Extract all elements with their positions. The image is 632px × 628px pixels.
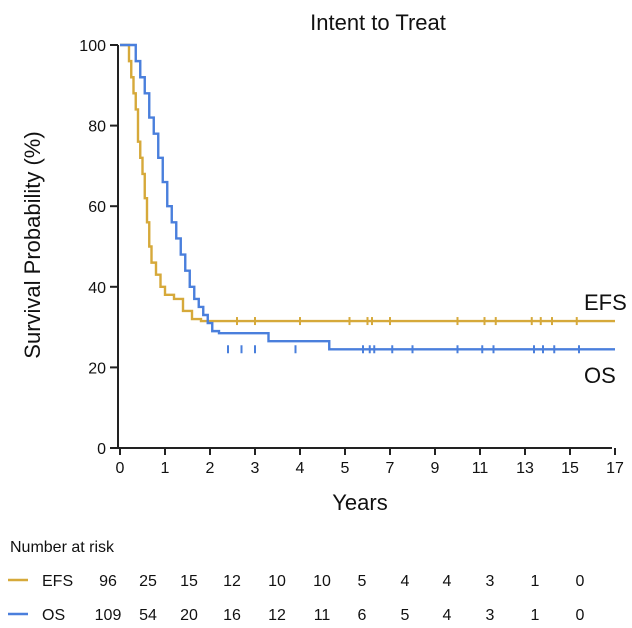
x-tick-label: 17 <box>606 460 624 477</box>
curve-os <box>120 43 615 351</box>
x-tick-label: 0 <box>116 460 125 477</box>
risk-value: 10 <box>313 573 331 590</box>
x-tick-label: 4 <box>296 460 305 477</box>
x-tick-label: 7 <box>386 460 395 477</box>
risk-value: 6 <box>358 607 367 624</box>
chart-title: Intent to Treat <box>310 10 446 35</box>
risk-row-name: EFS <box>42 573 73 590</box>
y-tick-label: 60 <box>88 199 106 216</box>
risk-value: 4 <box>443 573 452 590</box>
y-tick-label: 100 <box>79 38 106 55</box>
y-tick-label: 40 <box>88 280 106 297</box>
risk-value: 0 <box>576 607 585 624</box>
x-tick-label: 15 <box>561 460 579 477</box>
risk-value: 109 <box>95 607 122 624</box>
risk-value: 96 <box>99 573 117 590</box>
x-tick-label: 2 <box>206 460 215 477</box>
y-tick-label: 20 <box>88 360 106 377</box>
y-axis-title: Survival Probability (%) <box>20 131 45 358</box>
risk-value: 20 <box>180 607 198 624</box>
risk-value: 12 <box>268 607 286 624</box>
x-tick-label: 5 <box>341 460 350 477</box>
y-tick-label: 0 <box>97 441 106 458</box>
risk-value: 5 <box>358 573 367 590</box>
risk-value: 1 <box>531 573 540 590</box>
risk-value: 25 <box>139 573 157 590</box>
risk-row-name: OS <box>42 607 65 624</box>
series-label-os: OS <box>584 363 616 388</box>
risk-value: 5 <box>401 607 410 624</box>
x-tick-label: 11 <box>472 460 489 477</box>
series-label-efs: EFS <box>584 290 627 315</box>
survival-curves <box>120 43 615 354</box>
risk-value: 4 <box>401 573 410 590</box>
risk-value: 12 <box>223 573 241 590</box>
x-tick-label: 1 <box>161 460 170 477</box>
y-tick-label: 80 <box>88 119 106 136</box>
x-tick-label: 13 <box>516 460 534 477</box>
x-tick-label: 3 <box>251 460 260 477</box>
series-labels: EFS OS <box>584 290 627 388</box>
x-ticks: 0 1 2 3 4 5 7 9 11 13 15 17 <box>116 448 624 477</box>
x-tick-label: 9 <box>431 460 440 477</box>
risk-value: 10 <box>268 573 286 590</box>
risk-table: EFS 96 25 15 12 10 10 5 4 4 3 1 0OS 109 54 20 16 12 11 6 5 4 3… <box>8 573 585 624</box>
x-axis-title: Years <box>332 490 387 515</box>
risk-value: 3 <box>486 573 495 590</box>
curve-efs <box>120 43 615 323</box>
risk-value: 15 <box>180 573 198 590</box>
risk-value: 16 <box>223 607 241 624</box>
y-ticks: 0 20 40 60 80 100 <box>79 38 118 458</box>
risk-value: 0 <box>576 573 585 590</box>
risk-value: 54 <box>139 607 157 624</box>
risk-value: 11 <box>314 607 331 624</box>
risk-value: 3 <box>486 607 495 624</box>
risk-value: 1 <box>531 607 540 624</box>
risk-value: 4 <box>443 607 452 624</box>
risk-table-heading: Number at risk <box>10 539 115 556</box>
